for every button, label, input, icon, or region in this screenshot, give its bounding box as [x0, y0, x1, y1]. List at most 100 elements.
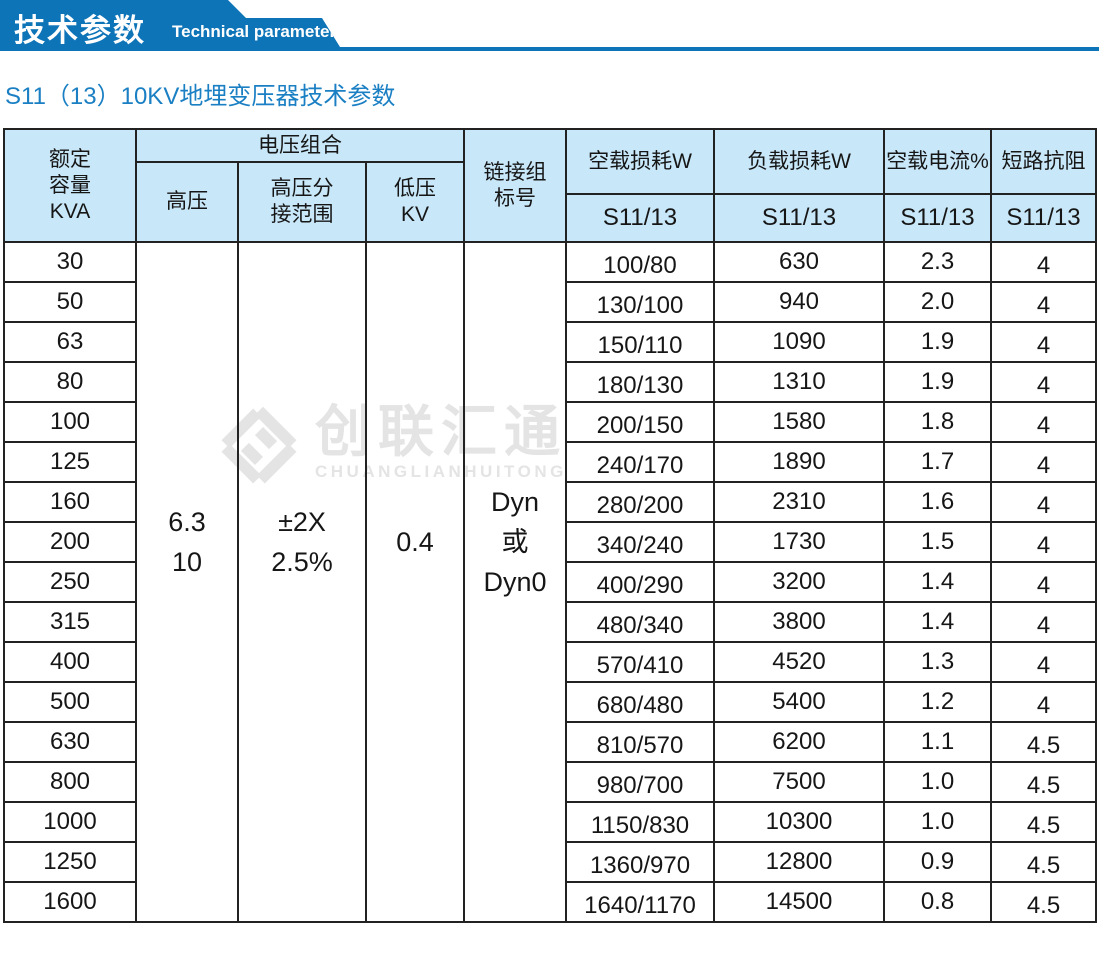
table-cell-capacity: 315 [5, 603, 135, 643]
table-cell-load_loss: 10300 [715, 803, 883, 843]
table-cell-no_load_loss: 340/240 [567, 523, 713, 563]
table-cell-no_load_current: 2.0 [885, 283, 990, 323]
section-banner: 技术参数 Technical parameter [0, 0, 1099, 51]
watermark-cn: 创联汇通 [315, 400, 567, 463]
column-load-loss: 负载损耗W S11/13 630 940 1090 1310 1580 1890 2310 1… [715, 130, 885, 923]
table-cell-no_load_loss: 1150/830 [567, 803, 713, 843]
watermark-text: 创联汇通 CHUANGLIANHUITONG [315, 402, 567, 482]
table-cell-no_load_current: 1.9 [885, 363, 990, 403]
table-cell-no_load_current: 1.6 [885, 483, 990, 523]
table-cell-capacity: 100 [5, 403, 135, 443]
table-cell-capacity: 63 [5, 323, 135, 363]
table-cell-impedance: 4 [992, 283, 1095, 323]
table-cell-impedance: 4.5 [992, 843, 1095, 883]
table-cell-impedance: 4 [992, 523, 1095, 563]
table-cell-capacity: 630 [5, 723, 135, 763]
table-cell-capacity: 30 [5, 243, 135, 283]
column-group-voltage: 电压组合 高压 高压分 接范围 低压 KV 6.3 10 ±2X 2.5% 0.… [137, 130, 465, 923]
table-cell-load_loss: 4520 [715, 643, 883, 683]
impedance-body: 4 4 4 4 4 4 4 4 4 4 4 4 4.5 4.5 4.5 4.5 4.5 [992, 243, 1095, 923]
table-cell-impedance: 4 [992, 603, 1095, 643]
table-cell-impedance: 4.5 [992, 803, 1095, 843]
banner-title-en: Technical parameter [172, 22, 337, 41]
table-cell-no_load_loss: 240/170 [567, 443, 713, 483]
table-cell-load_loss: 630 [715, 243, 883, 283]
hv-value: 6.3 10 [168, 507, 206, 577]
table-cell-no_load_current: 1.1 [885, 723, 990, 763]
table-cell-capacity: 1600 [5, 883, 135, 923]
header-voltage-group: 电压组合 [137, 130, 463, 163]
table-cell-load_loss: 14500 [715, 883, 883, 923]
column-impedance: 短路抗阻 S11/13 4 4 4 4 4 4 4 4 4 4 4 4 4.5 4.5 4.5 4.5 4.5 [992, 130, 1097, 923]
table-cell-no_load_loss: 400/290 [567, 563, 713, 603]
no-load-current-body: 2.3 2.0 1.9 1.9 1.8 1.7 1.6 1.5 1.4 1.4 1.3 1.2 1.1 1… [885, 243, 990, 923]
table-cell-no_load_current: 1.4 [885, 603, 990, 643]
table-cell-no_load_current: 1.5 [885, 523, 990, 563]
column-capacity: 额定 容量 KVA 30 50 63 80 100 125 160 200 250 315 400 5… [5, 130, 137, 923]
header-load-loss: 负载损耗W [715, 130, 883, 195]
table-cell-capacity: 200 [5, 523, 135, 563]
table-cell-capacity: 800 [5, 763, 135, 803]
table-cell-no_load_loss: 150/110 [567, 323, 713, 363]
table-cell-no_load_current: 1.9 [885, 323, 990, 363]
table-cell-impedance: 4 [992, 443, 1095, 483]
header-no-load-loss-sub: S11/13 [567, 195, 713, 243]
table-cell-load_loss: 1310 [715, 363, 883, 403]
table-cell-no_load_loss: 810/570 [567, 723, 713, 763]
capacity-body: 30 50 63 80 100 125 160 200 250 315 400 500 630 800 10… [5, 243, 135, 923]
column-no-load-current: 空载电流% S11/13 2.3 2.0 1.9 1.9 1.8 1.7 1.6 1.5 1.4… [885, 130, 992, 923]
table-cell-no_load_current: 2.3 [885, 243, 990, 283]
table-cell-capacity: 50 [5, 283, 135, 323]
table-cell-capacity: 400 [5, 643, 135, 683]
table-cell-load_loss: 2310 [715, 483, 883, 523]
table-cell-load_loss: 3200 [715, 563, 883, 603]
header-capacity: 额定 容量 KVA [5, 130, 135, 243]
table-cell-impedance: 4 [992, 323, 1095, 363]
table-cell-no_load_loss: 280/200 [567, 483, 713, 523]
column-connection: 链接组 标号 Dyn 或 Dyn0 [465, 130, 567, 923]
table-cell-no_load_loss: 1360/970 [567, 843, 713, 883]
table-cell-no_load_current: 1.0 [885, 803, 990, 843]
table-cell-impedance: 4.5 [992, 883, 1095, 923]
header-impedance-sub: S11/13 [992, 195, 1095, 243]
table-cell-no_load_loss: 130/100 [567, 283, 713, 323]
table-cell-no_load_loss: 980/700 [567, 763, 713, 803]
table-cell-capacity: 250 [5, 563, 135, 603]
table-cell-load_loss: 940 [715, 283, 883, 323]
table-cell-capacity: 125 [5, 443, 135, 483]
table-cell-no_load_current: 0.8 [885, 883, 990, 923]
table-cell-load_loss: 12800 [715, 843, 883, 883]
column-no-load-loss: 空载损耗W S11/13 100/80 130/100 150/110 180/130… [567, 130, 715, 923]
cell-hv-tap-value: ±2X 2.5% [239, 243, 367, 923]
header-no-load-current: 空载电流% [885, 130, 990, 195]
hv-tap-value: ±2X 2.5% [271, 507, 333, 577]
table-cell-capacity: 1250 [5, 843, 135, 883]
table-cell-impedance: 4 [992, 483, 1095, 523]
table-cell-impedance: 4 [992, 563, 1095, 603]
table-cell-load_loss: 6200 [715, 723, 883, 763]
table-cell-no_load_current: 1.3 [885, 643, 990, 683]
voltage-subheaders: 高压 高压分 接范围 低压 KV [137, 163, 463, 243]
table-cell-no_load_loss: 180/130 [567, 363, 713, 403]
table-cell-no_load_current: 1.4 [885, 563, 990, 603]
watermark-en: CHUANGLIANHUITONG [315, 462, 567, 481]
table-cell-no_load_loss: 480/340 [567, 603, 713, 643]
table-cell-no_load_current: 1.2 [885, 683, 990, 723]
table-cell-impedance: 4 [992, 363, 1095, 403]
table-cell-impedance: 4 [992, 403, 1095, 443]
table-cell-no_load_current: 1.7 [885, 443, 990, 483]
page-title: S11（13）10KV地埋变压器技术参数 [5, 83, 396, 110]
table-cell-load_loss: 1890 [715, 443, 883, 483]
table-cell-no_load_current: 0.9 [885, 843, 990, 883]
table-cell-no_load_current: 1.8 [885, 403, 990, 443]
table-cell-impedance: 4.5 [992, 763, 1095, 803]
table-cell-impedance: 4 [992, 643, 1095, 683]
header-hv-tap: 高压分 接范围 [239, 163, 367, 243]
cell-lv-value: 0.4 [367, 243, 463, 923]
table-cell-no_load_loss: 1640/1170 [567, 883, 713, 923]
load-loss-body: 630 940 1090 1310 1580 1890 2310 1730 3200 3800 45… [715, 243, 883, 923]
table-cell-load_loss: 3800 [715, 603, 883, 643]
table-cell-capacity: 500 [5, 683, 135, 723]
table-cell-load_loss: 1730 [715, 523, 883, 563]
header-connection: 链接组 标号 [465, 130, 565, 243]
